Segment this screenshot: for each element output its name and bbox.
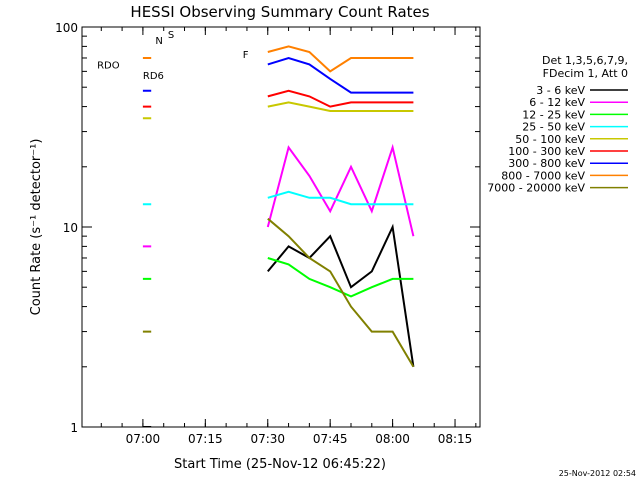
y-tick-label-2: 100 — [55, 21, 78, 35]
annotation-4: F — [243, 50, 249, 61]
y-tick-label-1: 10 — [63, 221, 78, 235]
series-line-5 — [142, 89, 414, 108]
x-tick-label-0: 07:00 — [126, 432, 161, 446]
legend-label-0: 3 - 6 keV — [536, 84, 585, 97]
legend-label-7: 800 - 7000 keV — [501, 169, 585, 182]
series-line-7 — [142, 45, 414, 73]
legend: Det 1,3,5,6,7,9, FDecim 1, Att 0 3 - 6 k… — [487, 54, 628, 195]
x-tick-label-4: 08:00 — [375, 432, 410, 446]
series-line-6 — [142, 56, 414, 94]
legend-label-2: 12 - 25 keV — [522, 108, 585, 121]
plot-frame — [81, 26, 481, 428]
x-axis: 07:00 07:15 07:30 07:45 08:00 08:15 — [100, 27, 477, 446]
legend-label-6: 300 - 800 keV — [508, 157, 585, 170]
series-line-4 — [142, 101, 414, 120]
annotation-0: RDO — [97, 61, 120, 72]
series-line-1 — [142, 143, 415, 248]
series-line-3 — [142, 190, 414, 206]
legend-label-8: 7000 - 20000 keV — [487, 182, 585, 195]
x-tick-label-2: 07:30 — [250, 432, 285, 446]
series-line-0 — [142, 223, 415, 427]
footer-timestamp: 25-Nov-2012 02:54 — [559, 469, 636, 478]
y-axis: 1 10 100 — [55, 21, 480, 435]
y-tick-label-0: 1 — [70, 421, 78, 435]
annotation-1: RD6 — [143, 71, 164, 82]
annotation-2: S — [168, 30, 174, 41]
legend-label-3: 25 - 50 keV — [522, 121, 585, 134]
chart-title: HESSI Observing Summary Count Rates — [130, 3, 429, 21]
annotation-3: N — [155, 36, 162, 47]
y-axis-label: Count Rate (s⁻¹ detector⁻¹) — [29, 139, 44, 316]
x-axis-label: Start Time (25-Nov-12 06:45:22) — [174, 457, 386, 472]
legend-label-5: 100 - 300 keV — [508, 145, 585, 158]
series-line-8 — [142, 217, 415, 368]
legend-header-line2: FDecim 1, Att 0 — [543, 67, 628, 80]
legend-label-4: 50 - 100 keV — [515, 133, 585, 146]
legend-label-1: 6 - 12 keV — [529, 96, 585, 109]
x-tick-label-1: 07:15 — [188, 432, 223, 446]
series-line-2 — [142, 257, 414, 298]
x-tick-label-5: 08:15 — [438, 432, 473, 446]
legend-header-line1: Det 1,3,5,6,7,9, — [542, 54, 628, 67]
x-tick-label-3: 07:45 — [313, 432, 348, 446]
plot-area: RDO RD6 SN F — [97, 30, 415, 427]
